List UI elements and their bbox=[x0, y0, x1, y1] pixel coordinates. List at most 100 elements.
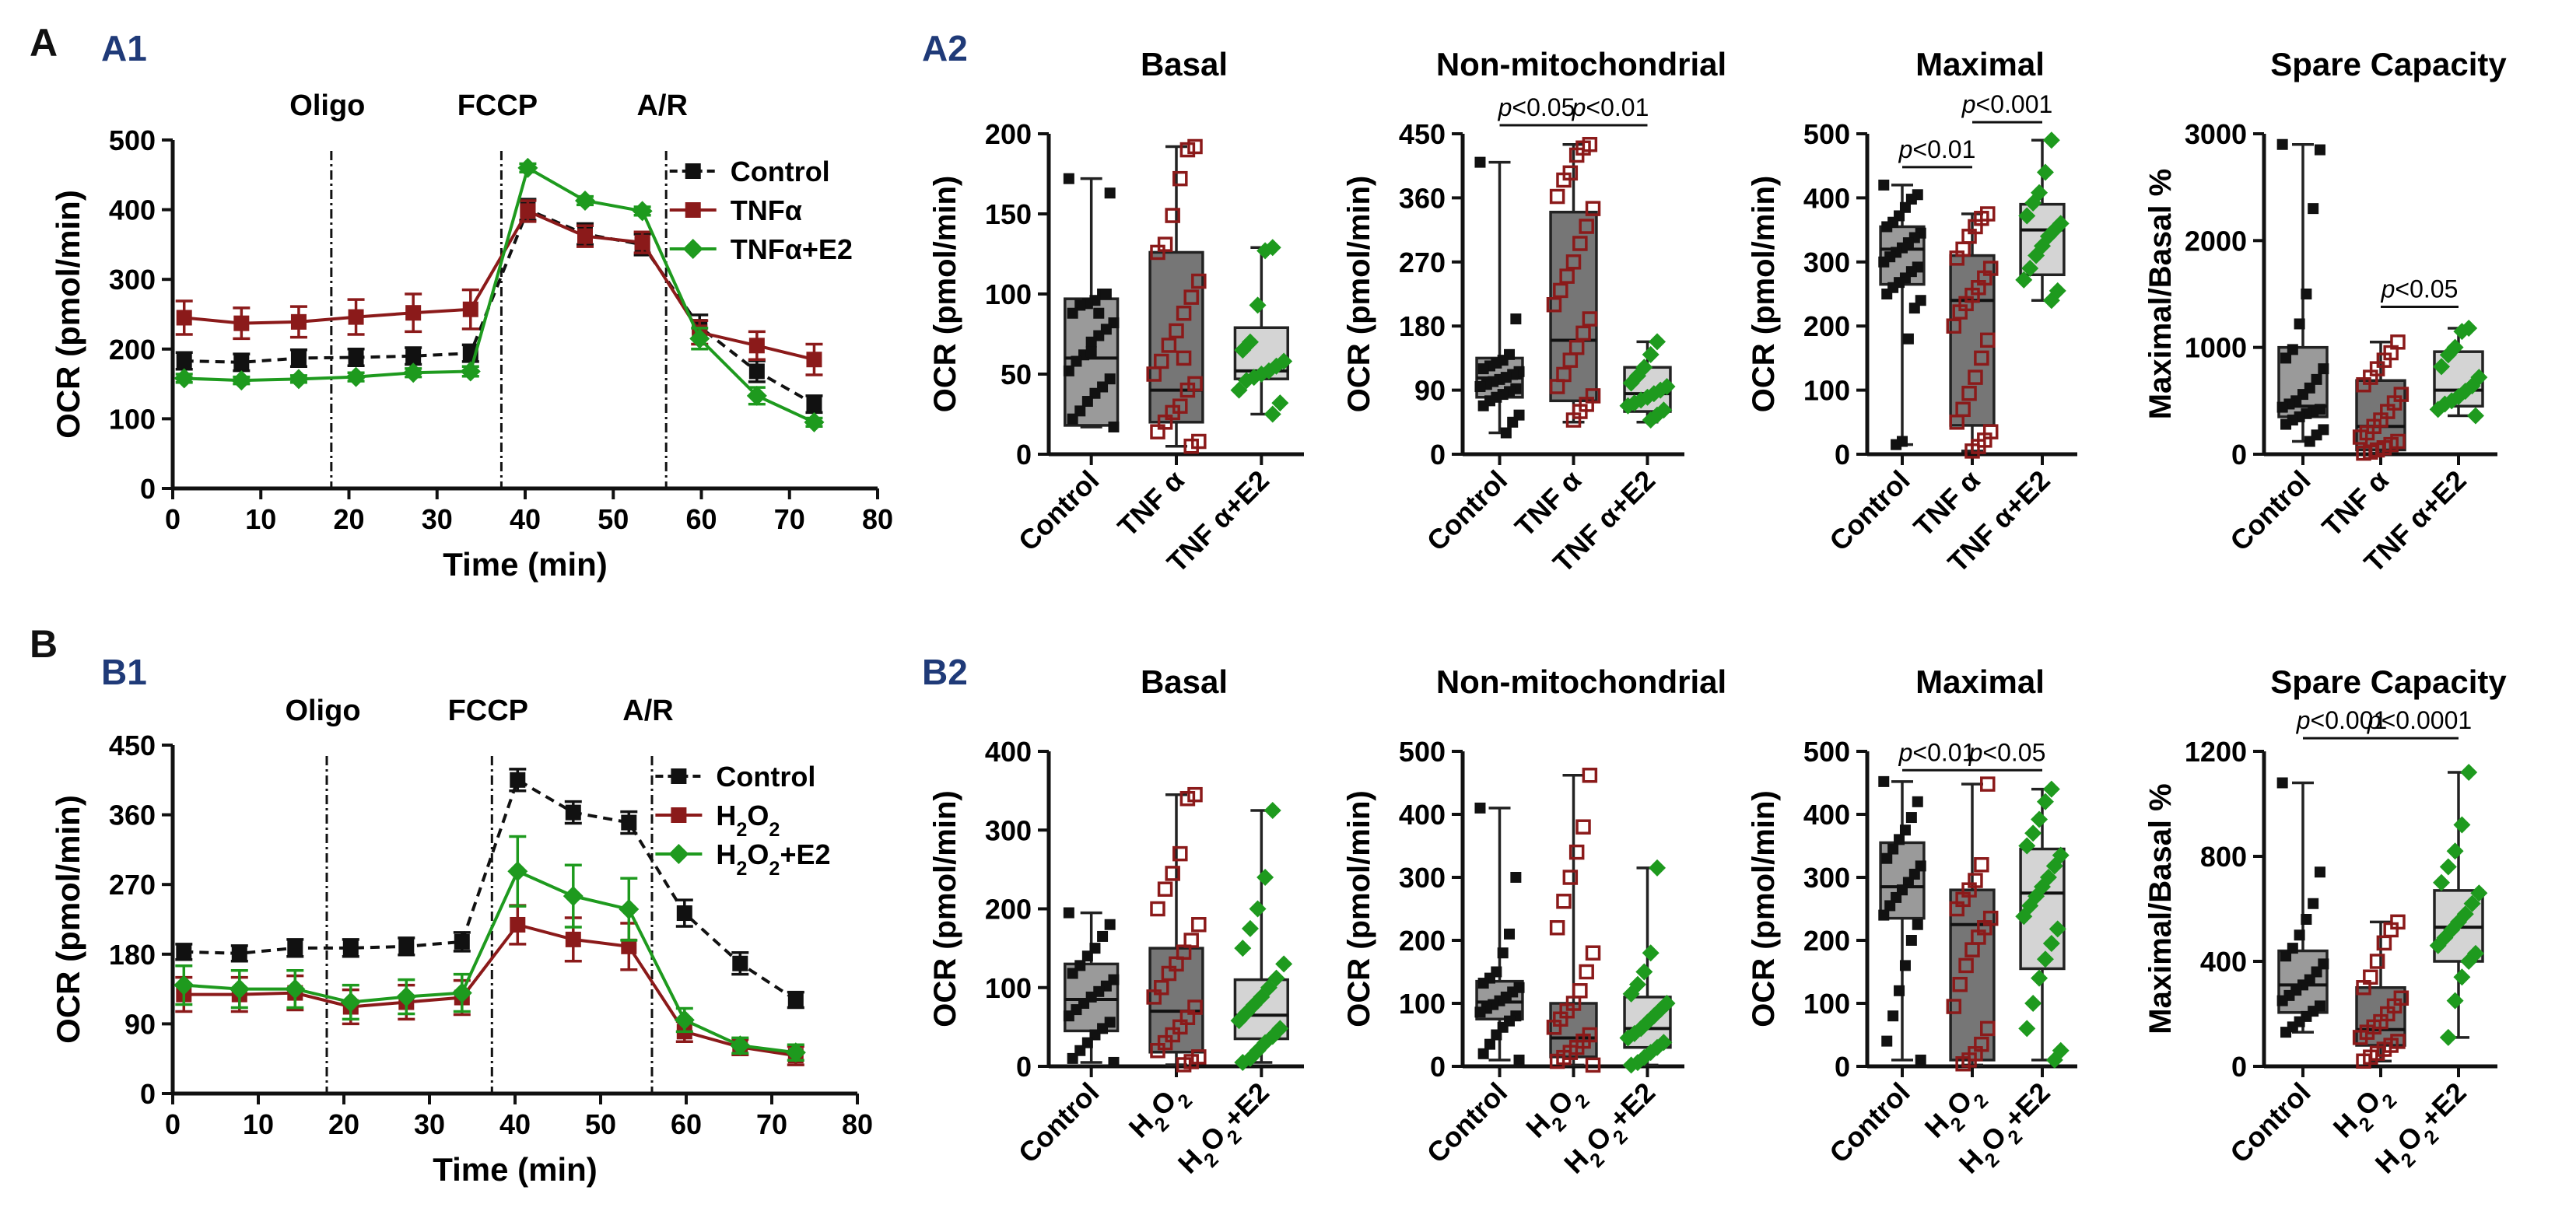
y-tick-label: 180 bbox=[109, 939, 156, 971]
data-point-e2 bbox=[1256, 242, 1274, 260]
data-point-e2 bbox=[2453, 968, 2471, 986]
y-tick-label: 300 bbox=[1803, 247, 1850, 278]
data-point-treat bbox=[1161, 965, 1177, 982]
category-label: Control bbox=[1012, 1076, 1105, 1169]
data-point-control bbox=[342, 940, 359, 956]
y-tick-label: 90 bbox=[1414, 375, 1446, 407]
series-line-control bbox=[184, 777, 797, 1002]
legend-label: Control bbox=[731, 156, 830, 187]
data-point-treat bbox=[1964, 443, 1980, 459]
box-chart-A2-spare: Spare Capacity 0 1000 2000 3000Maximal/Basal… bbox=[2143, 46, 2507, 579]
data-point-control bbox=[1504, 928, 1516, 940]
data-point-treat bbox=[1179, 382, 1196, 398]
data-point-treat bbox=[2356, 376, 2371, 393]
x-tick-label: 80 bbox=[862, 503, 893, 535]
chart-title: Basal bbox=[1141, 46, 1228, 82]
data-point-control bbox=[2314, 866, 2325, 878]
data-point-e2 bbox=[2453, 816, 2471, 834]
data-point-control bbox=[1881, 289, 1893, 299]
data-point-control bbox=[1513, 1054, 1525, 1066]
data-point-e2 bbox=[2018, 837, 2036, 855]
data-point-control bbox=[1905, 194, 1917, 205]
data-point-control bbox=[1067, 413, 1078, 425]
data-point-e2 bbox=[1271, 394, 1289, 412]
data-point-control bbox=[2276, 138, 2288, 150]
data-point-treat bbox=[1176, 350, 1192, 366]
data-point-e2 bbox=[1234, 1053, 1252, 1071]
x-tick-label: 30 bbox=[422, 503, 453, 535]
y-tick-label: 100 bbox=[985, 972, 1032, 1004]
data-point-control bbox=[1912, 796, 1923, 807]
data-point-treat bbox=[1961, 385, 1977, 401]
data-point-control bbox=[176, 353, 192, 369]
data-point-control bbox=[1878, 775, 1890, 787]
data-point-e2 bbox=[563, 886, 584, 907]
data-point-control bbox=[287, 940, 303, 956]
data-point-treat bbox=[520, 203, 536, 219]
data-point-e2 bbox=[2021, 260, 2039, 278]
data-point-e2 bbox=[2439, 346, 2457, 364]
data-point-control bbox=[2301, 914, 2312, 925]
data-point-control bbox=[1491, 1029, 1502, 1041]
x-axis-title: Time (min) bbox=[443, 546, 608, 583]
y-tick-label: 270 bbox=[1399, 247, 1446, 278]
panel-label-b1: B1 bbox=[101, 652, 147, 692]
data-point-control bbox=[1477, 400, 1489, 411]
data-point-control bbox=[231, 945, 247, 961]
y-tick-label: 200 bbox=[1803, 310, 1850, 342]
data-point-e2 bbox=[2460, 953, 2478, 970]
data-point-control bbox=[2294, 929, 2305, 941]
data-point-control bbox=[748, 363, 765, 380]
data-point-e2 bbox=[2429, 936, 2447, 954]
data-point-e2 bbox=[1622, 374, 1640, 392]
x-tick-label: 20 bbox=[328, 1108, 359, 1140]
data-point-e2 bbox=[451, 982, 472, 1003]
x-tick-label: 0 bbox=[165, 503, 180, 535]
panel-label-b: B bbox=[30, 622, 58, 666]
data-point-e2 bbox=[288, 369, 309, 390]
y-tick-label: 3000 bbox=[2185, 118, 2247, 150]
data-point-control bbox=[1063, 365, 1074, 376]
data-point-control bbox=[290, 350, 307, 366]
box-chart-B2-nonmito: Non-mitochondrial 0 100 200 300 400 500 OCR (pm… bbox=[1342, 663, 1726, 1180]
data-point-e2 bbox=[2429, 401, 2447, 418]
data-point-treat bbox=[1579, 219, 1594, 234]
data-point-control bbox=[2280, 950, 2292, 962]
chart-title: Spare Capacity bbox=[2270, 663, 2507, 700]
data-point-e2 bbox=[2042, 780, 2060, 798]
series-line-control bbox=[184, 207, 815, 406]
data-point-treat bbox=[1157, 881, 1173, 897]
data-point-control bbox=[1474, 381, 1486, 393]
y-tick-label: 200 bbox=[985, 118, 1032, 150]
data-point-treat bbox=[1575, 819, 1591, 835]
data-point-e2 bbox=[517, 157, 538, 178]
data-point-control bbox=[1510, 313, 1522, 325]
data-point-e2 bbox=[1249, 900, 1267, 918]
data-point-treat bbox=[1150, 424, 1165, 439]
panel-label-a1: A1 bbox=[101, 28, 147, 68]
data-point-treat bbox=[1146, 366, 1162, 382]
x-tick-label: 50 bbox=[585, 1108, 616, 1140]
y-tick-label: 180 bbox=[1399, 310, 1446, 342]
data-point-e2 bbox=[396, 986, 417, 1007]
data-point-e2 bbox=[229, 978, 250, 999]
data-point-control bbox=[1887, 843, 1899, 855]
data-point-control bbox=[1878, 909, 1890, 921]
data-point-e2 bbox=[1649, 859, 1667, 877]
y-tick-label: 400 bbox=[1399, 799, 1446, 831]
data-point-treat bbox=[1191, 917, 1207, 933]
data-point-e2 bbox=[1234, 940, 1252, 957]
data-point-e2 bbox=[2470, 884, 2488, 902]
data-point-control bbox=[1881, 221, 1893, 233]
data-point-treat bbox=[1150, 901, 1165, 917]
data-point-control bbox=[2294, 318, 2305, 330]
data-point-control bbox=[405, 348, 422, 364]
data-point-control bbox=[2287, 344, 2298, 355]
data-point-e2 bbox=[689, 328, 710, 349]
panel-label-b2: B2 bbox=[922, 652, 968, 692]
chart-title: Non-mitochondrial bbox=[1436, 663, 1726, 700]
data-point-treat bbox=[1559, 268, 1575, 284]
data-point-treat bbox=[1565, 412, 1582, 428]
data-point-e2 bbox=[619, 899, 640, 920]
